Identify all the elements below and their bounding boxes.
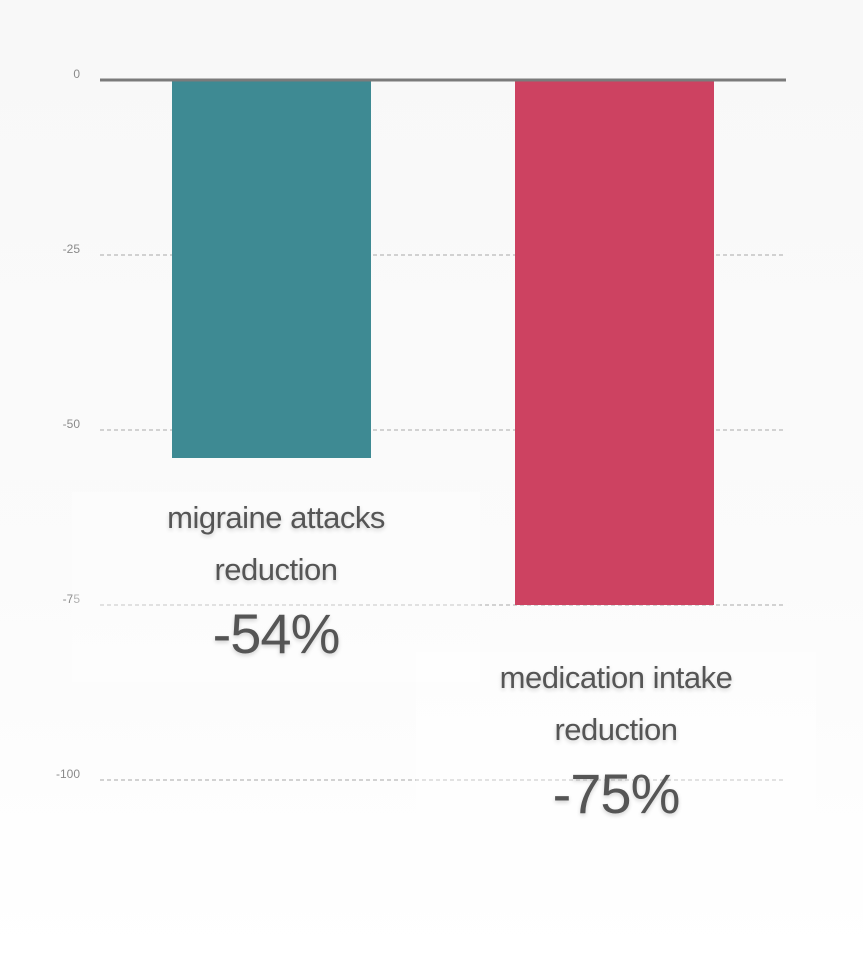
y-tick-label: 0	[73, 67, 80, 81]
bar	[172, 80, 371, 458]
bar	[515, 80, 714, 605]
y-tick-label: -50	[63, 417, 81, 431]
y-tick-label: -75	[63, 592, 81, 606]
bar-label-line1: medication intake	[499, 660, 733, 695]
bar-label-migraine: migraine attacks reduction -54%	[72, 492, 480, 682]
y-tick-label: -100	[56, 767, 80, 781]
bar-label-line2: reduction	[214, 552, 338, 587]
bar-label-line1: migraine attacks	[167, 500, 385, 535]
bar-label-line2: reduction	[554, 712, 678, 747]
y-tick-label: -25	[63, 242, 81, 256]
bar-label-medication: medication intake reduction -75%	[416, 652, 816, 844]
bar-value-label: -54%	[212, 602, 341, 665]
bar-value-label: -75%	[552, 762, 681, 825]
